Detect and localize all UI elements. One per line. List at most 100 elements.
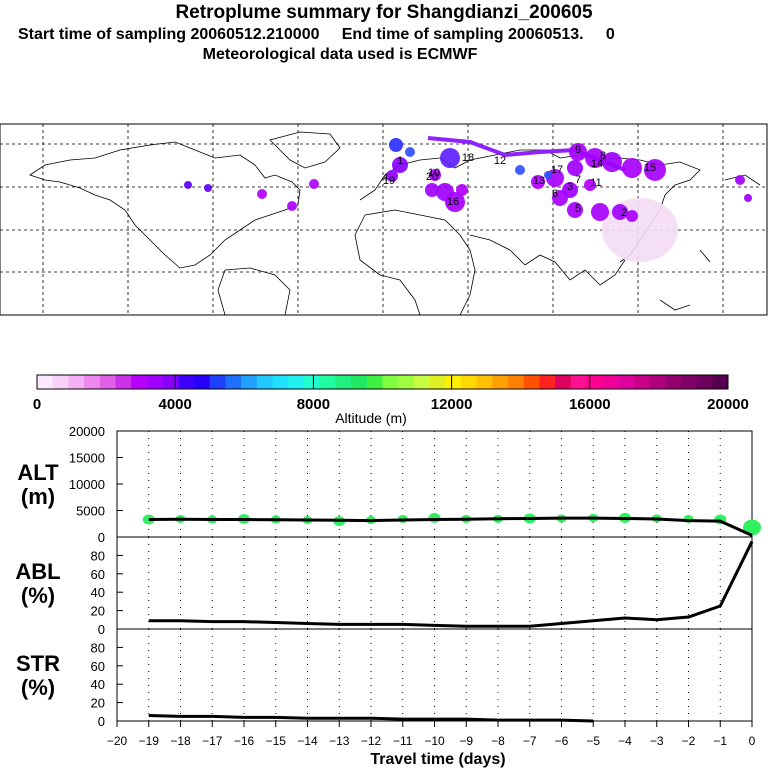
trajectory-cluster-marker [386,170,398,182]
colorbar-swatch [570,375,588,389]
colorbar-swatch [351,375,368,389]
trajectory-cluster-marker [204,184,212,192]
colorbar-swatch [225,375,242,389]
trajectory-cluster-marker [392,157,408,173]
colorbar-swatch [586,375,603,389]
trajectory-cluster-marker [429,169,441,181]
x-tick-label: 0 [749,734,756,748]
trajectory-cluster-marker [569,143,587,161]
start-time: Start time of sampling 20060512.210000 [18,26,320,43]
y-axis-unit: (%) [21,675,55,700]
y-tick-label: 20000 [69,424,105,439]
colorbar-swatch [712,375,729,389]
x-tick-label: −1 [713,734,727,748]
y-tick-label: 20 [91,604,105,619]
colorbar-swatch [633,375,650,389]
x-tick-label: −7 [523,734,537,748]
trajectory-cluster-marker [622,158,642,178]
map-day-label: 8 [600,150,606,162]
coastline-africa [354,209,476,316]
colorbar-frame [36,374,729,390]
y-axis-unit: (%) [21,583,55,608]
x-tick-label: −8 [491,734,505,748]
y-tick-label: 80 [91,548,105,563]
colorbar-swatch [508,375,525,389]
x-tick-label: −3 [650,734,664,748]
colorbar-swatch [335,375,352,389]
colorbar-swatch [115,375,132,389]
panel-str: 0 20 40 60 80 STR(%) [16,628,753,729]
trajectory-cluster-marker [567,202,583,218]
x-tick-label: −4 [618,734,632,748]
altitude-sample-point [428,512,441,523]
end-time: End time of sampling 20060513. 0 [341,26,615,43]
map-day-label: 16 [447,196,459,208]
str-series-line [148,713,594,723]
coastline-asia-south [469,234,626,286]
abl-series-line [148,540,754,628]
trajectory-cluster-marker [567,160,583,176]
y-tick-label: 40 [91,585,105,600]
map-day-label: 17 [551,164,563,176]
map-day-label: 12 [494,155,506,167]
colorbar-swatch [178,375,195,389]
y-tick-label: 10000 [69,477,105,492]
x-tick-label: −9 [459,734,473,748]
colorbar-swatch [52,375,69,389]
trajectory-cluster-marker [602,152,622,172]
map-day-label: 2 [621,207,627,219]
map-day-label: 6 [552,188,558,200]
trajectory-cluster-marker [287,201,297,211]
colorbar-swatch [68,375,85,389]
coastline-greenland [269,131,341,169]
x-axis: −20 −19 −18 −17 −16 −15 −14 −13 −12 −11 −10 −9 −8 −7−… [107,721,756,768]
panel-alt: 0 5000 10000 15000 20000 ALT(m) [17,424,761,545]
chart-title: Retroplume summary for Shangdianzi_20060… [175,2,593,23]
map-day-label: 9 [575,144,581,156]
trajectory-cluster-marker [644,159,666,181]
x-tick-label: −12 [361,734,382,748]
trajectory-cluster-marker [456,184,468,196]
colorbar-swatch [131,375,148,389]
trajectory-cluster-marker [544,171,552,179]
colorbar-swatch [555,375,572,389]
map-day-label: 20 [426,171,438,183]
colorbar-swatch [413,375,431,389]
panel-frame [116,628,753,722]
y-axis-label: ABL [15,559,60,584]
x-tick-label: −2 [682,734,696,748]
map-day-label: 11 [590,177,601,189]
colorbar-swatch [99,375,116,389]
trajectory-cluster-marker [405,147,415,157]
y-axis-label: STR [16,651,60,676]
coastline-south-america [217,267,291,316]
colorbar-swatch [618,375,635,389]
colorbar-tick-label: 0 [33,396,41,413]
colorbar-swatch [602,375,619,389]
altitude-sample-point [743,519,761,536]
colorbar-tick-label: 20000 [707,396,749,413]
colorbar-swatch [476,375,493,389]
colorbar-swatch [303,375,321,389]
time-series-panels: 05000100001500020000ALT(m)020406080ABL(%… [15,424,761,768]
colorbar-swatch [209,375,226,389]
trajectory-cluster-marker [440,148,460,168]
trajectory-cluster-marker [425,183,439,197]
colorbar-tick-label: 8000 [297,396,330,413]
map-day-label: 15 [644,162,656,174]
trajectory-cluster-marker [585,148,605,168]
y-axis-unit: (m) [21,484,55,509]
colorbar-swatch [84,375,101,389]
colorbar-swatch [256,375,273,389]
colorbar-swatch [461,375,478,389]
y-tick-label: 60 [91,659,105,674]
colorbar-swatch [429,375,446,389]
x-tick-label: −5 [586,734,600,748]
colorbar-swatch [398,375,415,389]
x-tick-label: −18 [170,734,191,748]
x-tick-label: −15 [266,734,287,748]
x-tick-label: −13 [329,734,350,748]
trajectory-cluster-marker [184,181,192,189]
